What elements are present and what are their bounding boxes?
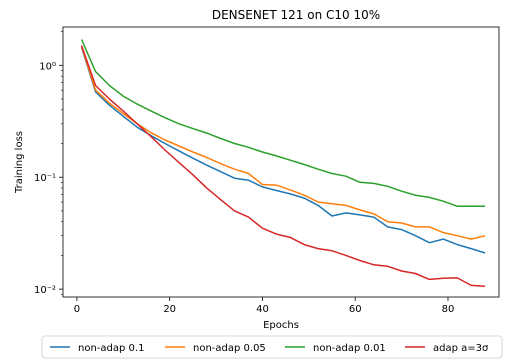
- x-tick-label: 0: [74, 304, 80, 315]
- series-layer: [80, 39, 486, 288]
- legend-frame: [41, 335, 503, 359]
- plot-frame: [62, 26, 500, 298]
- x-tick-label: 60: [349, 304, 362, 315]
- legend-label-0: non-adap 0.1: [78, 343, 144, 354]
- y-axis-label: Training loss: [14, 131, 25, 194]
- legend-label-3: adap a=3σ: [433, 343, 489, 354]
- series-line-2: [80, 39, 486, 208]
- legend-label-1: non-adap 0.05: [193, 343, 266, 354]
- y-axis: 10⁰ 10⁻¹ 10⁻²: [34, 31, 63, 296]
- x-tick-label: 20: [163, 304, 176, 315]
- x-axis: 0 20 40 60 80: [74, 297, 455, 315]
- y-tick-label: 10⁰: [39, 61, 56, 72]
- legend-label-2: non-adap 0.01: [313, 343, 386, 354]
- series-line-1: [80, 46, 486, 240]
- series-line-0: [80, 47, 486, 254]
- legend-items: non-adap 0.1 non-adap 0.05 non-adap 0.01 ad…: [50, 343, 489, 354]
- series-line-3: [80, 45, 486, 288]
- y-tick-label: 10⁻¹: [34, 173, 56, 184]
- y-tick-label: 10⁻²: [34, 285, 56, 296]
- x-tick-label: 80: [442, 304, 455, 315]
- legend: non-adap 0.1 non-adap 0.05 non-adap 0.01 ad…: [41, 335, 503, 359]
- x-axis-label: Epochs: [263, 320, 299, 331]
- x-tick-label: 40: [256, 304, 269, 315]
- chart-title: DENSENET 121 on C10 10%: [212, 8, 380, 22]
